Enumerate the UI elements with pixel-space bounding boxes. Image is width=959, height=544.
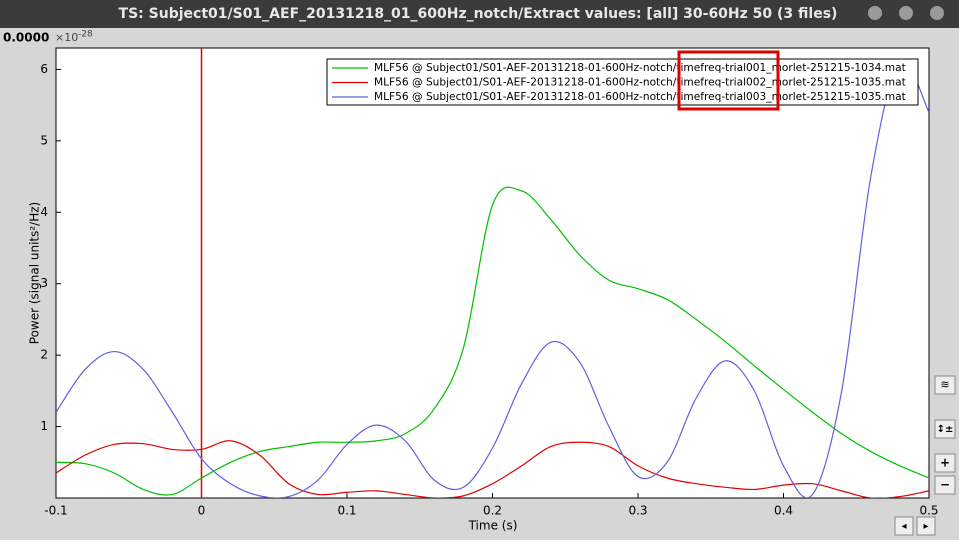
- y-tick-label: 3: [40, 276, 48, 290]
- x-tick-label: 0: [198, 504, 206, 518]
- y-tick-label: 6: [40, 62, 48, 76]
- window-title: TS: Subject01/S01_AEF_20131218_01_600Hz_…: [119, 6, 838, 22]
- button[interactable]: [934, 475, 956, 495]
- button[interactable]: [934, 453, 956, 473]
- series-line: [56, 186, 929, 496]
- y-tick-label: 1: [40, 419, 48, 433]
- title-bar: [0, 0, 959, 28]
- legend: MLF56 @ Subject01/S01-AEF-20131218-01-60…: [326, 58, 919, 106]
- minimize-button[interactable]: [868, 6, 882, 20]
- legend-label: MLF56 @ Subject01/S01-AEF-20131218-01-60…: [374, 91, 906, 103]
- plot-area: [55, 47, 930, 499]
- highlight-box: [677, 50, 780, 111]
- series-line: [56, 60, 929, 498]
- button[interactable]: [916, 516, 936, 536]
- cursor-value: 0.0000: [3, 31, 49, 45]
- x-tick-label: 0.1: [337, 504, 356, 518]
- plot: -0.1 0 0.1 0.2 0.3 0.4 0.5 1 2 3 4 5 6: [40, 48, 939, 518]
- button[interactable]: [894, 516, 914, 536]
- maximize-button[interactable]: [899, 6, 913, 20]
- x-tick-label: 0.2: [483, 504, 502, 518]
- button[interactable]: [934, 419, 956, 439]
- legend-label: MLF56 @ Subject01/S01-AEF-20131218-01-60…: [374, 62, 906, 74]
- x-tick-label: 0.5: [919, 504, 938, 518]
- button[interactable]: [934, 375, 956, 395]
- x-tick-label: 0.4: [774, 504, 793, 518]
- x-tick-label: 0.3: [628, 504, 647, 518]
- button-label: −: [940, 478, 950, 492]
- y-axis-label: Power (signal units²/Hz): [28, 202, 42, 344]
- button-label: ≋: [940, 378, 949, 391]
- button-label: ▸: [923, 521, 928, 532]
- side-buttons: ≋ ↕± + − ◂ ▸: [894, 375, 956, 536]
- close-button[interactable]: [930, 6, 944, 20]
- x-tick-label: -0.1: [44, 504, 67, 518]
- button-label: +: [940, 456, 950, 470]
- button-label: ◂: [901, 521, 906, 532]
- legend-label: MLF56 @ Subject01/S01-AEF-20131218-01-60…: [374, 77, 906, 89]
- series-line: [56, 440, 929, 498]
- y-tick-label: 4: [40, 205, 48, 219]
- y-tick-label: 2: [40, 348, 48, 362]
- y-tick-label: 5: [40, 133, 48, 147]
- x-axis-label: Time (s): [468, 519, 518, 533]
- exponent: -28: [78, 30, 93, 40]
- button-label: ↕±: [937, 424, 954, 435]
- exponent-base: ×10: [55, 31, 78, 44]
- legend-box: [326, 58, 919, 106]
